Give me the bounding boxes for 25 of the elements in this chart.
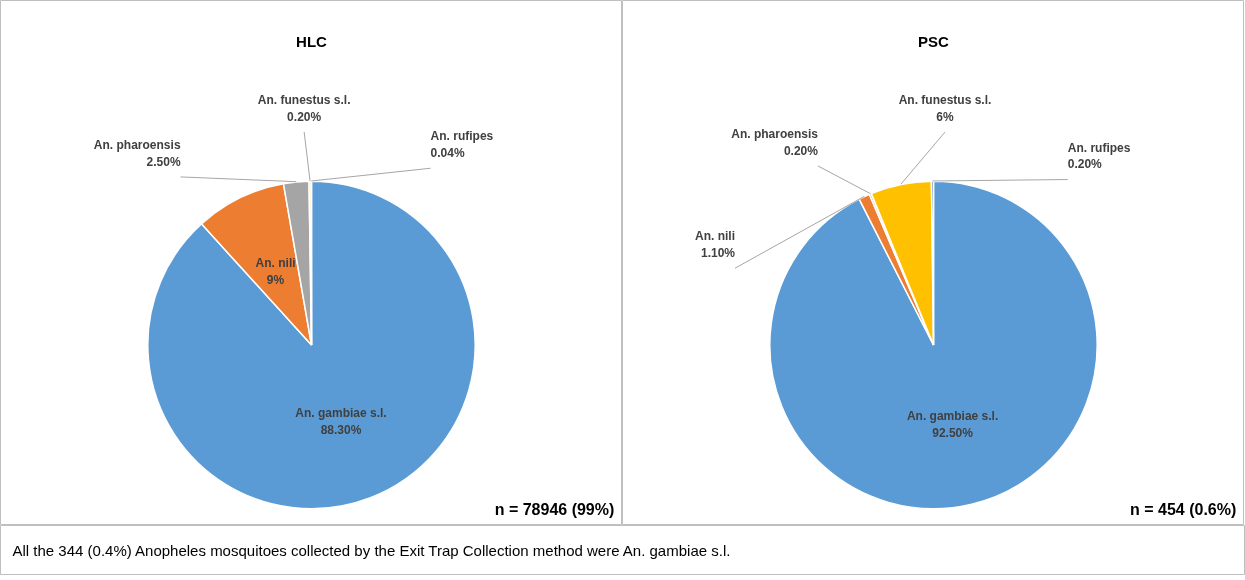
chart-title: PSC — [918, 33, 950, 51]
slice-label: An. funestus s.l. — [257, 92, 351, 107]
slice-label: An. pharoensis — [93, 137, 181, 152]
slice-label: An. gambiae s.l. — [906, 409, 999, 424]
data-label: 92.50% — [932, 426, 974, 441]
data-label: 0.04% — [430, 146, 465, 161]
data-label: 9% — [266, 272, 285, 287]
slice-label: An. rufipes — [430, 129, 494, 144]
data-label: 0.20% — [1067, 157, 1103, 172]
data-label: 6% — [936, 109, 955, 124]
text: All the 344 (0.4%) Anopheles mosquitoes collected by the Exit Trap Collection method were An. gambiae s.l. — [12, 542, 731, 559]
slice-label: An. nili — [255, 255, 296, 270]
data-label: 0.20% — [783, 143, 819, 158]
slice-label: An. funestus s.l. — [898, 93, 992, 108]
text: n = 78946 (99%) — [494, 500, 615, 518]
text: n = 454 (0.6%) — [1130, 500, 1237, 518]
chart-title: HLC — [296, 33, 328, 51]
data-label: 2.50% — [146, 154, 181, 169]
data-label: 1.10% — [700, 246, 736, 261]
slice-label: An. gambiae s.l. — [295, 406, 387, 421]
slice-label: An. nili — [694, 229, 735, 244]
slice-label: An. rufipes — [1067, 140, 1131, 155]
data-label: 88.30% — [320, 422, 362, 437]
data-label: 0.20% — [287, 109, 322, 124]
slice-label: An. pharoensis — [731, 126, 819, 141]
